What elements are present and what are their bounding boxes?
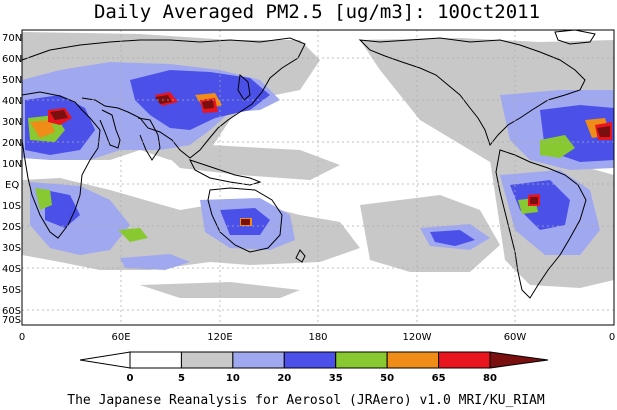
latitude-labels: 70N 60N 50N 40N 30N 20N 10N EQ 10S 20S 3… [2, 33, 22, 326]
darkred-region-china [202, 100, 214, 109]
lat-label-eq: EQ [5, 180, 19, 191]
lat-label-10s: 10S [2, 201, 21, 212]
coastline-africa [21, 91, 101, 239]
credit-line: The Japanese Reanalysis for Aerosol (JRA… [67, 393, 545, 408]
map-frame [21, 29, 615, 326]
coastline-eurasia [21, 37, 306, 159]
lat-label-50n: 50N [2, 75, 22, 86]
lat-label-40s: 40S [2, 264, 21, 275]
coastline-india [137, 117, 161, 161]
lon-label-0-left: 0 [19, 332, 25, 343]
colorbar-tick-label: 5 [178, 373, 185, 384]
coastline-south-america [495, 149, 587, 299]
colorbar-block [232, 351, 285, 369]
colorbar-block [438, 351, 491, 369]
coastline-japan [237, 74, 251, 101]
lon-label-180: 180 [308, 332, 327, 343]
colorbar-block [129, 351, 182, 369]
coastline-indonesia [189, 159, 262, 186]
lat-label-20n: 20N [2, 138, 22, 149]
lat-label-20s: 20S [2, 222, 21, 233]
darkred-region-west-africa [597, 126, 610, 137]
lat-label-10n: 10N [2, 159, 22, 170]
lon-label-120e: 120E [207, 332, 232, 343]
lon-label-120w: 120W [403, 332, 432, 343]
lat-label-30n: 30N [2, 117, 22, 128]
green-region-indian-ocean [118, 228, 148, 242]
colorbar-tick-label: 10 [226, 373, 240, 384]
colorbar-block [180, 351, 234, 369]
lightblue-region-indian-ocean-south [120, 254, 190, 270]
coastline-new-zealand [295, 249, 306, 263]
lat-label-60n: 60N [2, 54, 22, 65]
colorbar-left-arrow [79, 351, 131, 369]
colorbar-tick-label: 65 [432, 373, 446, 384]
coastlines [21, 29, 596, 299]
coastline-australia [207, 187, 283, 253]
coastline-arabia [99, 109, 121, 149]
colorbar-labels: 0 5 10 20 35 50 65 80 [127, 373, 497, 384]
coastline-north-america [358, 37, 586, 147]
colorbar-block [386, 351, 440, 369]
lat-label-70s: 70S [2, 315, 21, 326]
green-region-southern-africa [35, 188, 52, 210]
concentration-darkred-regions [50, 95, 610, 225]
colorbar-blocks [129, 351, 491, 369]
orange-region-sahara [30, 120, 55, 138]
darkred-region-north-africa [50, 110, 68, 120]
lon-label-60e: 60E [111, 332, 130, 343]
colorbar-block [283, 351, 337, 369]
colorbar: 0 5 10 20 35 50 65 80 [79, 351, 549, 384]
lat-label-40n: 40N [2, 96, 22, 107]
darkred-region-central-asia [155, 95, 172, 104]
lat-label-70n: 70N [2, 33, 22, 44]
darkred-region-brazil [530, 197, 538, 204]
lat-label-50s: 50S [2, 285, 21, 296]
map-title: Daily Averaged PM2.5 [ug/m3]: 10Oct2011 [94, 1, 540, 23]
green-region-atlantic [540, 135, 575, 158]
colorbar-tick-label: 0 [127, 373, 134, 384]
colorbar-block [335, 351, 388, 369]
colorbar-tick-label: 20 [277, 373, 291, 384]
colorbar-tick-label: 50 [380, 373, 394, 384]
blue-region-south-pacific [430, 230, 475, 246]
colorbar-tick-label: 35 [329, 373, 343, 384]
gridlines [22, 30, 614, 325]
lon-label-0-right: 0 [609, 332, 615, 343]
darkred-region-australia [241, 219, 250, 225]
lat-label-60s: 60S [2, 306, 21, 317]
map-area [21, 29, 615, 326]
gray-region-indian-ocean [150, 140, 340, 180]
lat-label-30s: 30S [2, 243, 21, 254]
colorbar-right-arrow [489, 351, 549, 369]
lon-label-60w: 60W [504, 332, 527, 343]
longitude-labels: 0 60E 120E 180 120W 60W 0 [19, 332, 615, 343]
colorbar-tick-label: 80 [483, 373, 497, 384]
